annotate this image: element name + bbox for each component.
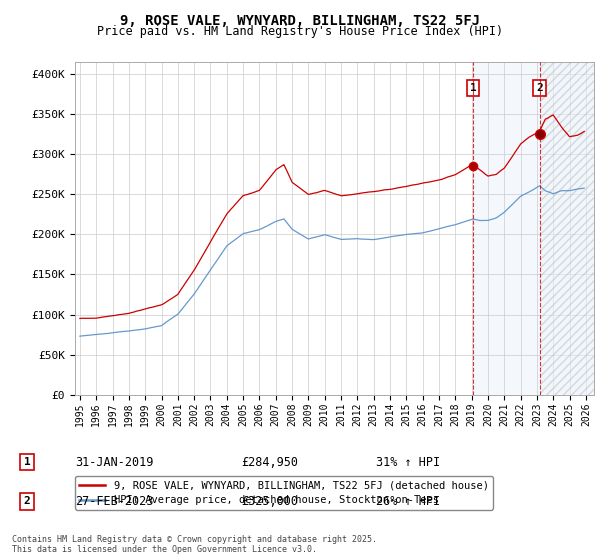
Text: Price paid vs. HM Land Registry's House Price Index (HPI): Price paid vs. HM Land Registry's House … bbox=[97, 25, 503, 38]
Text: 26% ↑ HPI: 26% ↑ HPI bbox=[376, 494, 440, 508]
Bar bbox=[539, 62, 594, 395]
Bar bbox=[539, 62, 594, 395]
Text: 1: 1 bbox=[470, 83, 476, 94]
Text: £284,950: £284,950 bbox=[241, 455, 299, 469]
Text: 27-FEB-2023: 27-FEB-2023 bbox=[75, 494, 153, 508]
Text: 1: 1 bbox=[23, 457, 31, 467]
Legend: 9, ROSE VALE, WYNYARD, BILLINGHAM, TS22 5FJ (detached house), HPI: Average price: 9, ROSE VALE, WYNYARD, BILLINGHAM, TS22 … bbox=[75, 476, 493, 510]
Bar bbox=[473, 62, 539, 395]
Text: £325,000: £325,000 bbox=[241, 494, 299, 508]
Text: Contains HM Land Registry data © Crown copyright and database right 2025.
This d: Contains HM Land Registry data © Crown c… bbox=[12, 535, 377, 554]
Text: 2: 2 bbox=[536, 83, 543, 94]
Text: 31-JAN-2019: 31-JAN-2019 bbox=[75, 455, 153, 469]
Text: 2: 2 bbox=[23, 496, 31, 506]
Text: 31% ↑ HPI: 31% ↑ HPI bbox=[376, 455, 440, 469]
Text: 9, ROSE VALE, WYNYARD, BILLINGHAM, TS22 5FJ: 9, ROSE VALE, WYNYARD, BILLINGHAM, TS22 … bbox=[120, 14, 480, 28]
